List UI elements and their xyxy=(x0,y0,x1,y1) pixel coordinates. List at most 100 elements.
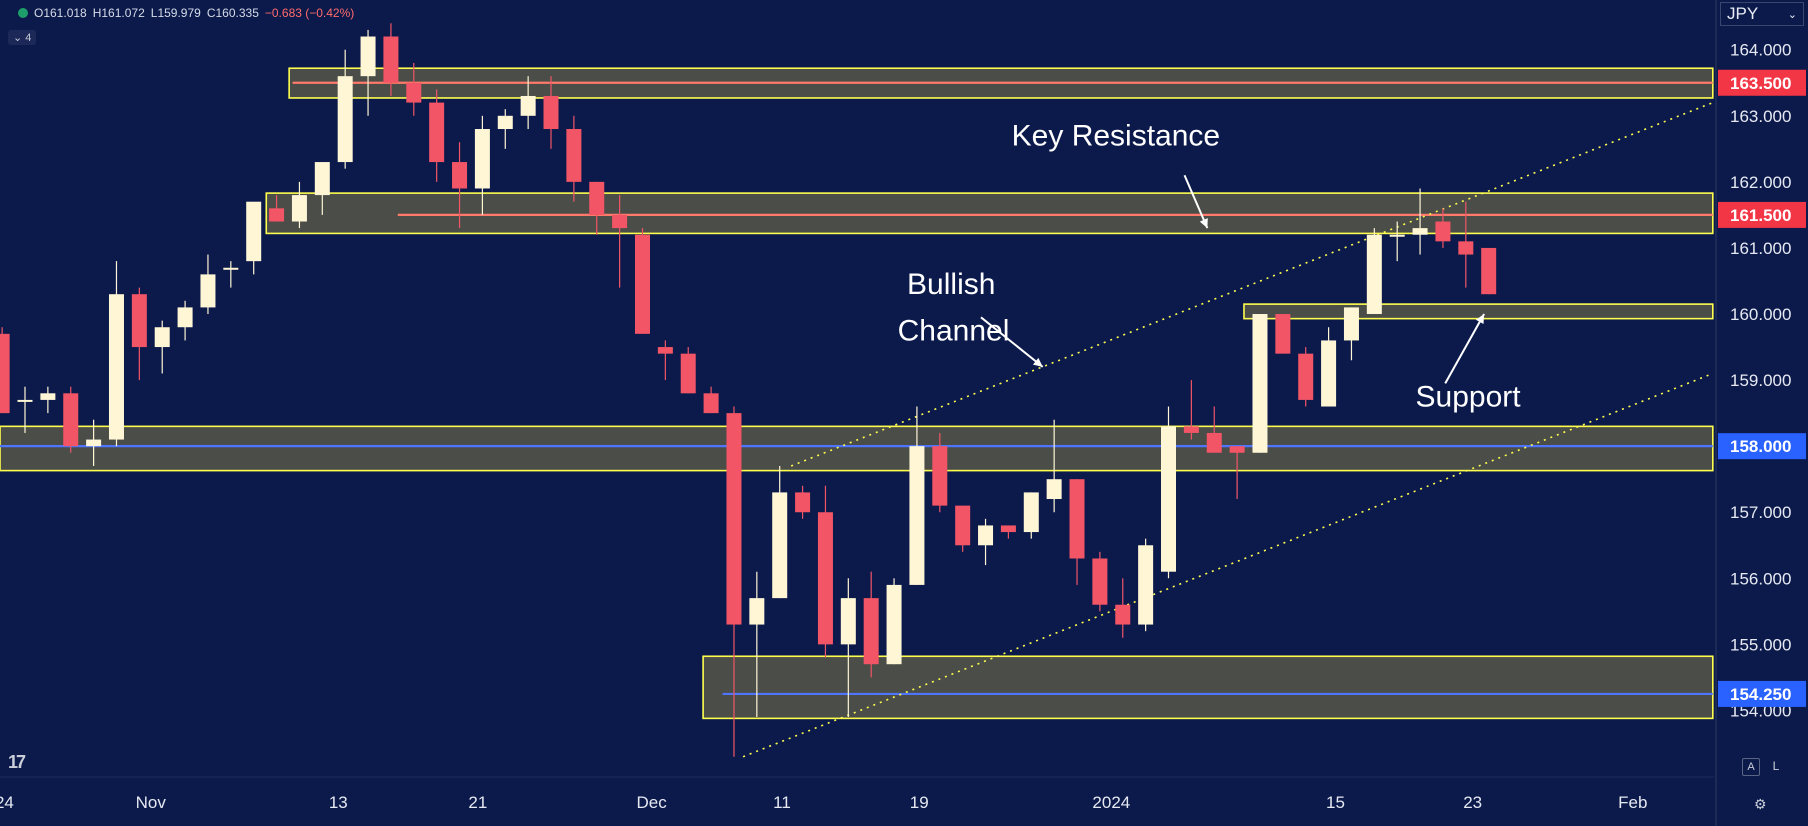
candle-body xyxy=(795,492,811,513)
price-label-badge xyxy=(1718,69,1806,96)
indicator-collapse-toggle[interactable]: ⌄ 4 xyxy=(8,30,37,45)
annotation-arrowhead-0 xyxy=(1199,218,1208,229)
candle-body xyxy=(1275,314,1291,354)
annotation-arrowhead-2 xyxy=(1032,357,1043,367)
candle-body xyxy=(726,413,742,625)
candle-body xyxy=(566,129,582,182)
candle-body xyxy=(86,439,102,447)
candle-body xyxy=(680,353,696,394)
candle-body xyxy=(749,598,765,625)
candle-body xyxy=(63,393,79,447)
candle-body xyxy=(1252,314,1268,453)
candle-body xyxy=(1000,525,1016,533)
candle-body xyxy=(17,399,33,402)
time-tick-label: 24 xyxy=(0,793,14,812)
candle-body xyxy=(1366,234,1382,315)
annotation-arrow-3 xyxy=(1444,313,1485,384)
candle-body xyxy=(1229,446,1245,453)
currency-label: JPY xyxy=(1727,4,1759,23)
candle-body xyxy=(1161,426,1176,572)
candle-body xyxy=(314,162,330,196)
price-tick-label: 159.000 xyxy=(1730,371,1791,390)
candle-body xyxy=(269,208,285,222)
candle-body xyxy=(772,492,788,599)
settings-gear-icon[interactable]: ⚙ xyxy=(1754,796,1767,812)
price-tick-label: 155.000 xyxy=(1730,635,1791,654)
price-label-text: 158.000 xyxy=(1730,437,1791,456)
candle-body xyxy=(1023,492,1039,533)
ohlc-low: L159.979 xyxy=(150,6,201,20)
auto-scale-button[interactable]: A xyxy=(1742,758,1760,776)
annotation-text-3: Support xyxy=(1416,381,1522,414)
candle-body xyxy=(863,598,879,665)
candle-body xyxy=(223,267,239,270)
candle-body xyxy=(1298,353,1314,400)
candle-body xyxy=(246,201,262,262)
time-tick-label: 15 xyxy=(1326,793,1345,812)
candle-body xyxy=(909,446,925,585)
candle-body xyxy=(1115,604,1131,625)
currency-selector[interactable]: JPY ⌄ xyxy=(1720,2,1804,26)
candle-body xyxy=(1389,234,1405,237)
candle-body xyxy=(1046,479,1062,500)
log-scale-button[interactable]: L xyxy=(1772,759,1780,773)
candle-body xyxy=(840,598,856,645)
price-label-badge xyxy=(1718,680,1806,707)
candle-body xyxy=(154,327,170,348)
candle-body xyxy=(383,36,399,83)
candle-body xyxy=(1183,426,1199,433)
price-tick-label: 160.000 xyxy=(1730,305,1791,324)
price-tick-label: 156.000 xyxy=(1730,569,1791,588)
tradingview-logo-icon[interactable]: 17 xyxy=(8,752,26,772)
zone-1 xyxy=(265,192,1714,235)
candle-body xyxy=(177,307,193,328)
channel-line-1 xyxy=(742,372,1714,758)
candle-body xyxy=(452,162,468,189)
candle-body xyxy=(657,347,673,354)
price-tick-label: 163.000 xyxy=(1730,107,1791,126)
price-label-text: 163.500 xyxy=(1730,74,1791,93)
price-tick-label: 164.000 xyxy=(1730,41,1791,60)
chevron-down-icon: ⌄ xyxy=(13,32,23,44)
candle-body xyxy=(497,115,513,130)
candle-body xyxy=(1206,432,1222,453)
price-label-badge xyxy=(1718,433,1806,460)
ohlc-high: H161.072 xyxy=(92,6,145,20)
annotation-arrowhead-3 xyxy=(1475,314,1485,324)
annotation-text-0: Key Resistance xyxy=(1012,120,1220,153)
ohlc-change: −0.683 (−0.42%) xyxy=(264,6,355,20)
ohlc-open: O161.018 xyxy=(34,6,87,20)
chevron-down-icon: ⌄ xyxy=(1787,8,1797,21)
candle-body xyxy=(543,95,559,130)
time-tick-label: 21 xyxy=(468,793,487,812)
candle-body xyxy=(291,195,307,222)
time-tick-label: 2024 xyxy=(1092,793,1130,812)
candle-body xyxy=(1458,241,1474,255)
candle-body xyxy=(589,181,605,215)
candle-body xyxy=(634,234,650,334)
candle-body xyxy=(131,294,147,348)
candle-body xyxy=(1343,307,1359,341)
zone-2 xyxy=(1243,303,1714,320)
time-tick-label: Nov xyxy=(136,793,167,812)
price-label-text: 154.250 xyxy=(1730,685,1791,704)
candle-body xyxy=(520,95,536,116)
candle-body xyxy=(474,129,490,189)
indicator-count: 4 xyxy=(25,32,32,44)
candle-body xyxy=(0,333,10,414)
candle-body xyxy=(406,82,422,103)
price-tick-label: 161.000 xyxy=(1730,239,1791,258)
price-tick-label: 157.000 xyxy=(1730,503,1791,522)
candle-body xyxy=(429,102,445,163)
candle-body xyxy=(360,36,376,77)
annotation-text-2: Channel xyxy=(898,314,1010,347)
candle-body xyxy=(1412,228,1428,235)
candle-body xyxy=(40,393,56,400)
candle-body xyxy=(1069,479,1085,559)
price-label-text: 161.500 xyxy=(1730,206,1791,225)
time-tick-label: 23 xyxy=(1463,793,1482,812)
candle-body xyxy=(1481,247,1497,295)
zone-4 xyxy=(702,655,1714,720)
